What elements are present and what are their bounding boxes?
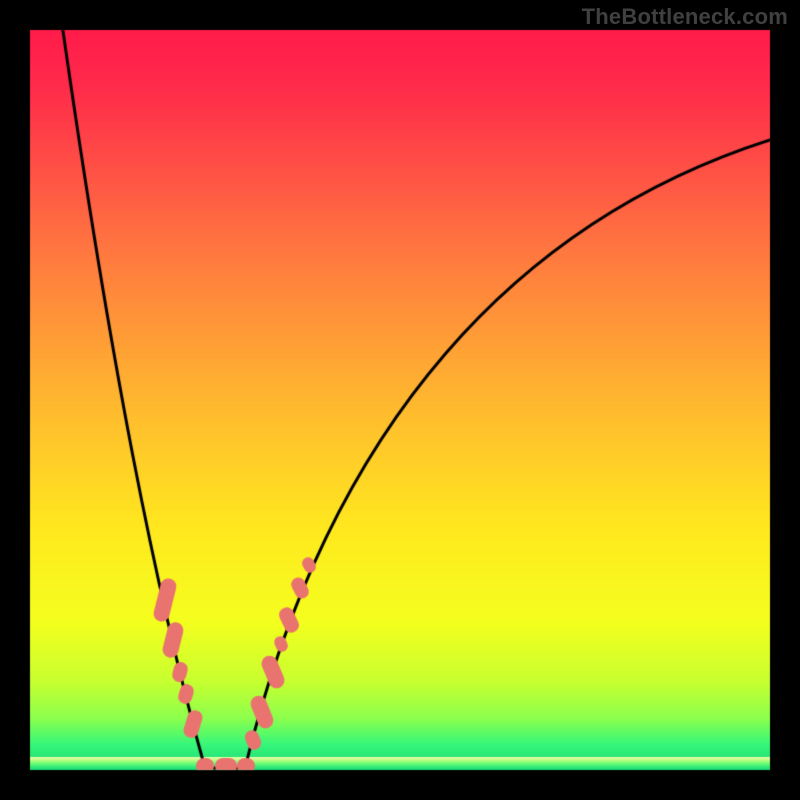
bottleneck-curve-canvas xyxy=(0,0,800,800)
watermark-label: TheBottleneck.com xyxy=(582,4,788,30)
chart-root: TheBottleneck.com xyxy=(0,0,800,800)
